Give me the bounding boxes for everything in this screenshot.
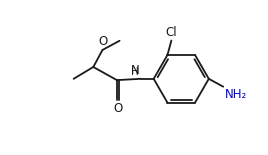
Text: H: H xyxy=(132,67,139,77)
Text: Cl: Cl xyxy=(166,26,177,39)
Text: O: O xyxy=(114,102,123,115)
Text: O: O xyxy=(98,35,107,48)
Text: N: N xyxy=(131,64,139,77)
Text: NH₂: NH₂ xyxy=(225,88,247,101)
